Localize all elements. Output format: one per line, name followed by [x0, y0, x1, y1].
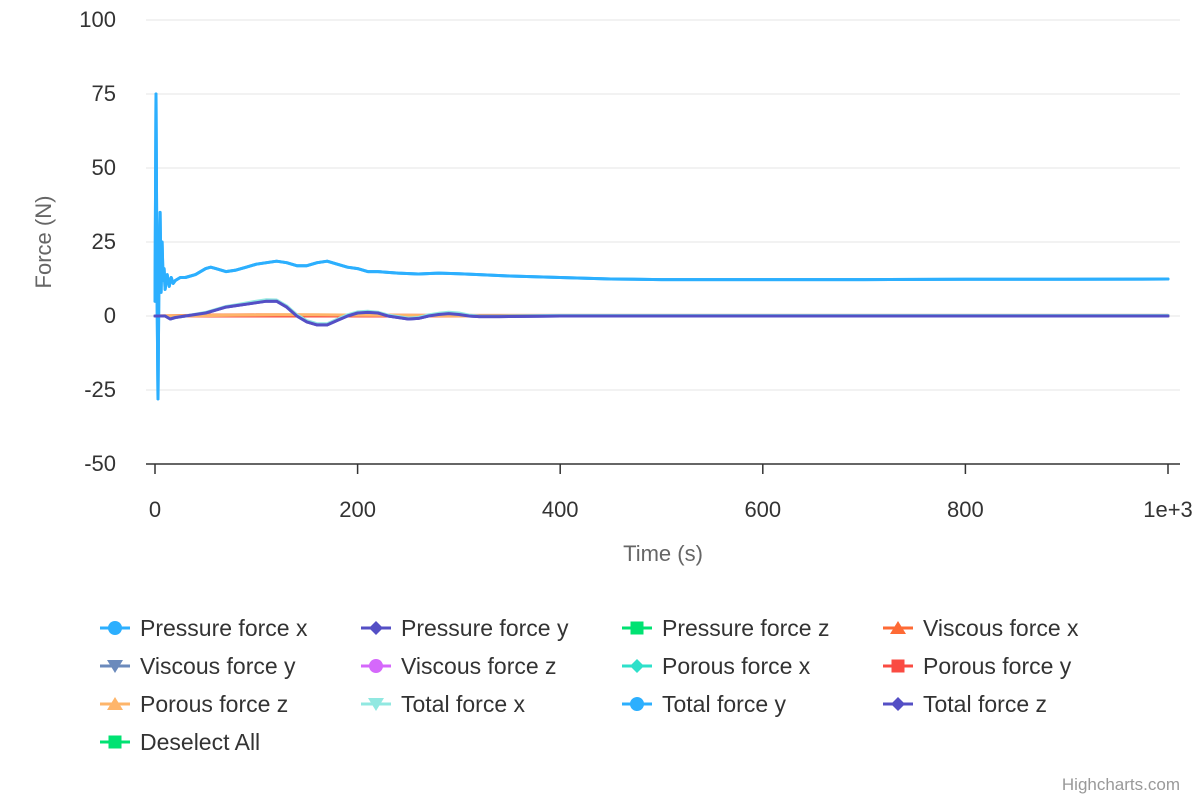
series-line-total-force-y[interactable] [153, 92, 1170, 401]
series-line-total-force-z[interactable] [153, 299, 1170, 327]
x-tick-label: 800 [947, 497, 984, 522]
y-tick-label: 75 [92, 81, 116, 106]
legend: Pressure force x Pressure force y Pressure… [100, 615, 1079, 755]
legend-symbol [891, 659, 905, 673]
legend-symbol [630, 697, 644, 711]
legend-item-pressure-force-x[interactable]: Pressure force x [100, 615, 308, 641]
y-tick-label: 100 [79, 7, 116, 32]
legend-label: Porous force x [662, 653, 811, 679]
legend-item-viscous-force-z[interactable]: Viscous force z [361, 653, 557, 679]
grid-lines [146, 19, 1180, 391]
legend-symbol [891, 697, 905, 711]
legend-label: Pressure force y [401, 615, 569, 641]
legend-label: Pressure force x [140, 615, 308, 641]
legend-symbol [630, 659, 644, 673]
legend-item-viscous-force-x[interactable]: Viscous force x [883, 615, 1079, 641]
legend-item-viscous-force-y[interactable]: Viscous force y [100, 653, 296, 679]
legend-item-pressure-force-z[interactable]: Pressure force z [622, 615, 829, 641]
x-tick-label: 1e+3 [1143, 497, 1193, 522]
legend-symbol [630, 621, 644, 635]
legend-label: Viscous force x [923, 615, 1079, 641]
legend-symbol [108, 735, 122, 749]
legend-item-deselect-all[interactable]: Deselect All [100, 729, 260, 755]
legend-item-total-force-x[interactable]: Total force x [361, 691, 525, 717]
legend-label: Porous force z [140, 691, 288, 717]
legend-label: Viscous force y [140, 653, 296, 679]
y-tick-label: 0 [104, 303, 116, 328]
legend-symbol [107, 660, 123, 673]
series-line-pressure-force-x[interactable] [153, 92, 1170, 401]
y-axis-title: Force (N) [31, 196, 56, 289]
legend-item-total-force-z[interactable]: Total force z [883, 691, 1047, 717]
legend-label: Viscous force z [401, 653, 557, 679]
legend-item-porous-force-y[interactable]: Porous force y [883, 653, 1072, 679]
legend-symbol [108, 621, 122, 635]
legend-label: Deselect All [140, 729, 260, 755]
legend-symbol [369, 659, 383, 673]
legend-symbol [368, 698, 384, 711]
y-tick-label: 50 [92, 155, 116, 180]
legend-label: Porous force y [923, 653, 1072, 679]
x-axis: 0 200 400 600 800 1e+3 [146, 463, 1193, 522]
y-axis-ticks: 100 75 50 25 0 -25 -50 [79, 7, 116, 476]
plot-series [153, 92, 1170, 401]
y-tick-label: -25 [84, 377, 116, 402]
x-axis-title: Time (s) [623, 541, 703, 566]
series-line-total-force-x[interactable] [153, 298, 1170, 326]
x-tick-label: 400 [542, 497, 579, 522]
y-tick-label: 25 [92, 229, 116, 254]
legend-label: Total force z [923, 691, 1047, 717]
legend-label: Total force y [662, 691, 786, 717]
x-tick-label: 600 [744, 497, 781, 522]
legend-symbol [890, 621, 906, 634]
legend-label: Total force x [401, 691, 525, 717]
x-tick-label: 0 [149, 497, 161, 522]
y-tick-label: -50 [84, 451, 116, 476]
legend-symbol [107, 697, 123, 710]
legend-label: Pressure force z [662, 615, 829, 641]
legend-symbol [369, 621, 383, 635]
legend-item-porous-force-z[interactable]: Porous force z [100, 691, 288, 717]
x-tick-label: 200 [339, 497, 376, 522]
legend-item-pressure-force-y[interactable]: Pressure force y [361, 615, 569, 641]
legend-item-porous-force-x[interactable]: Porous force x [622, 653, 811, 679]
credits-link[interactable]: Highcharts.com [1062, 775, 1180, 794]
legend-item-total-force-y[interactable]: Total force y [622, 691, 786, 717]
